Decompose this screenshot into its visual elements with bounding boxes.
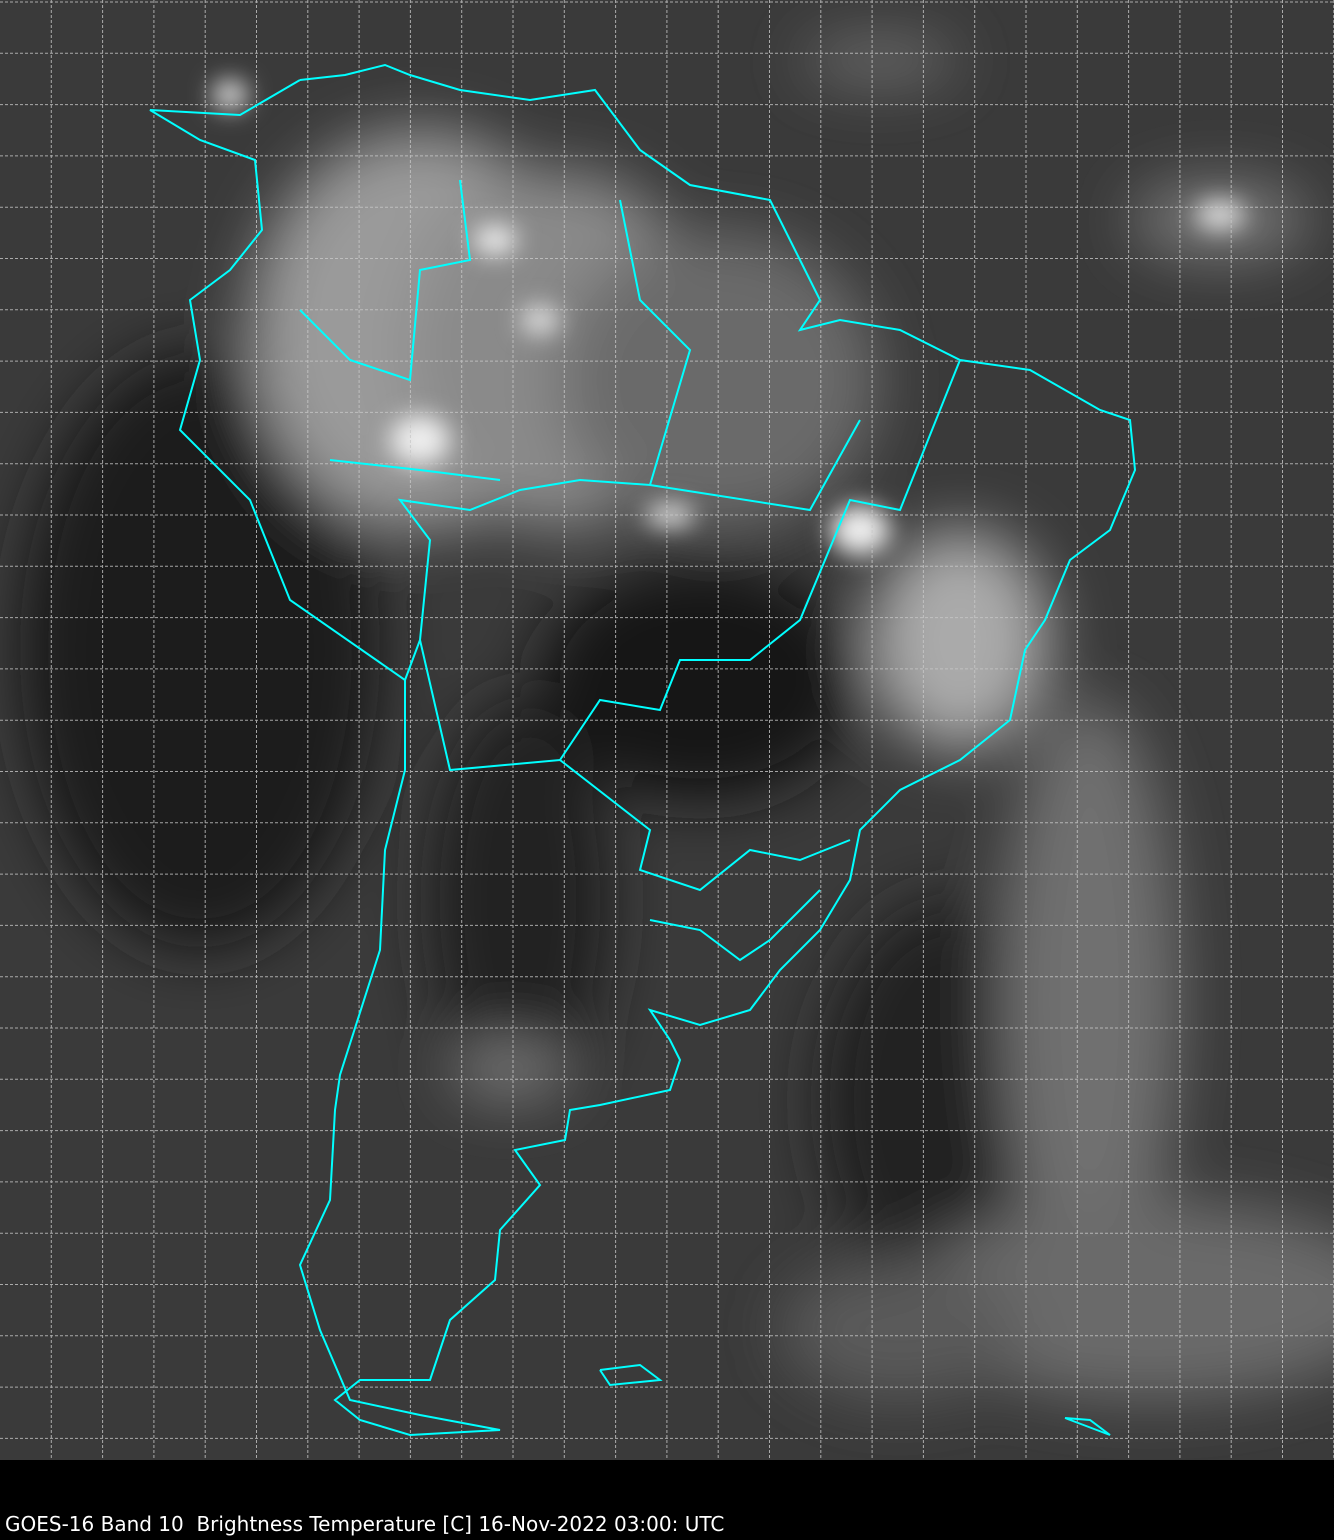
border-line bbox=[559, 359, 961, 761]
border-line bbox=[649, 889, 821, 962]
satellite-map bbox=[0, 0, 1334, 1460]
border-line bbox=[1064, 1417, 1111, 1436]
border-line bbox=[299, 179, 472, 382]
bright-convective-cells bbox=[212, 80, 1245, 555]
image-caption: GOES-16 Band 10 Brightness Temperature [… bbox=[5, 1512, 725, 1536]
border-line bbox=[649, 419, 861, 512]
lat-lon-grid bbox=[0, 0, 1334, 1460]
cloud-imagery bbox=[20, 35, 1334, 1400]
border-line bbox=[329, 459, 501, 481]
continent-outline bbox=[149, 63, 1137, 1437]
border-line bbox=[397, 199, 692, 681]
border-line bbox=[599, 1363, 663, 1387]
border-line bbox=[419, 639, 851, 892]
country-borders bbox=[149, 63, 1137, 1437]
